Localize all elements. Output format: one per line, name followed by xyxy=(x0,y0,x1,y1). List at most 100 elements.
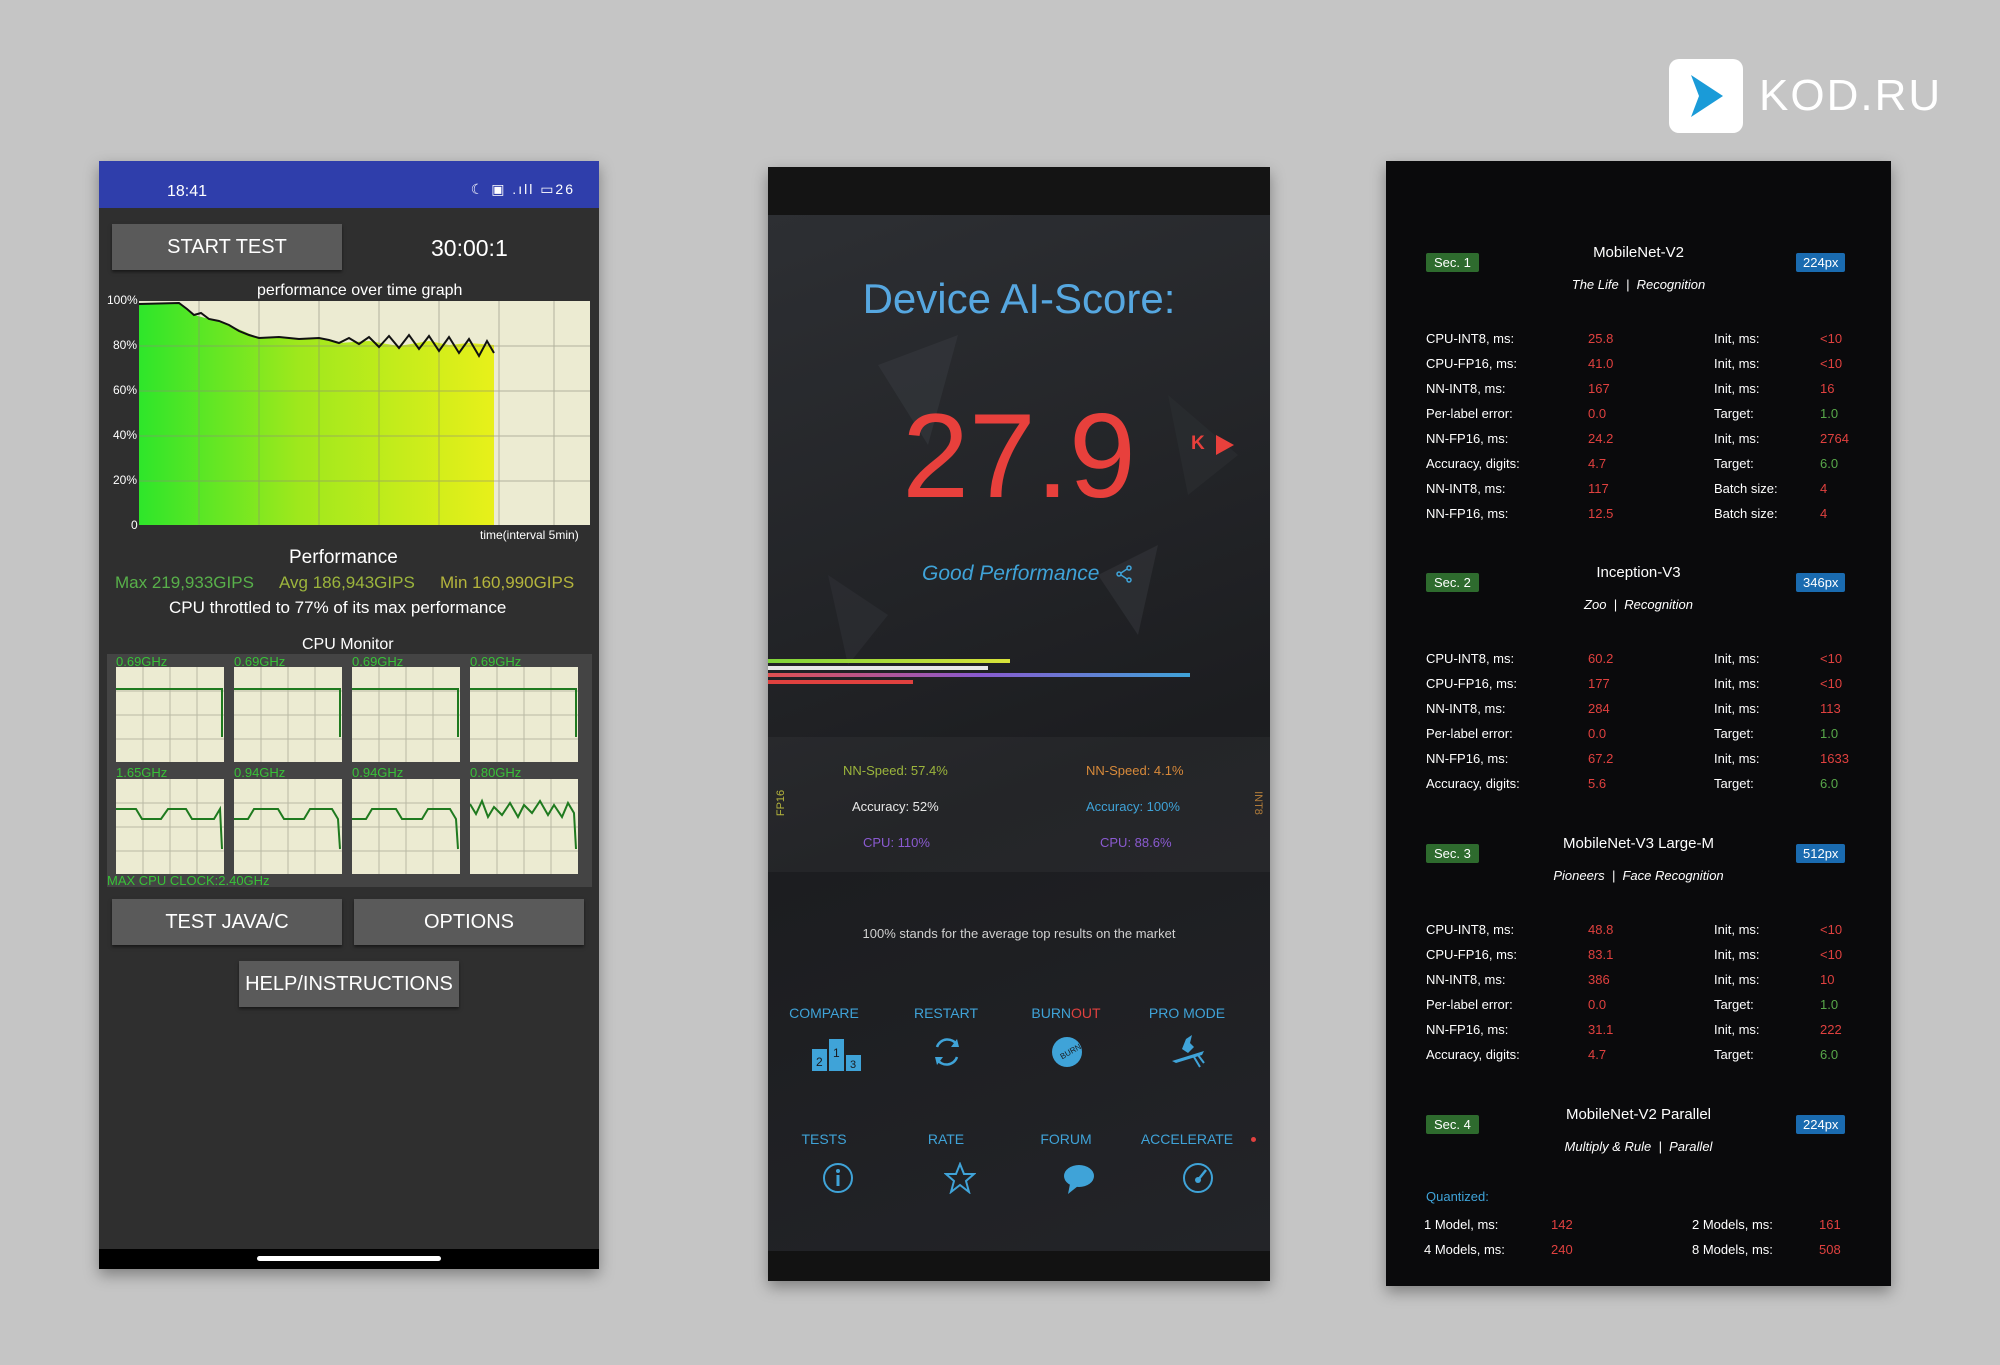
test-java-button[interactable]: TEST JAVA/C xyxy=(112,899,342,945)
chat-bubble-icon[interactable] xyxy=(1062,1162,1096,1196)
section-2-row-4-cell-3: Target: xyxy=(1714,726,1754,741)
section-2-subtitle: Zoo | Recognition xyxy=(1584,597,1693,612)
cpu-core-8-freq: 0.80GHz xyxy=(470,765,522,780)
section-1-row-6-cell-3: Target: xyxy=(1714,456,1754,471)
avg-gips: Avg 186,943GIPS xyxy=(279,573,415,592)
min-gips: Min 160,990GIPS xyxy=(440,573,575,592)
score-bars xyxy=(768,659,1190,684)
speedometer-icon[interactable] xyxy=(1182,1162,1214,1194)
max-gips: Max 219,933GIPS xyxy=(115,573,254,592)
play-arrow-icon[interactable] xyxy=(1216,435,1234,455)
section-3-row-2-cell-3: Init, ms: xyxy=(1714,947,1760,962)
options-button[interactable]: OPTIONS xyxy=(354,899,584,945)
restart-icon[interactable] xyxy=(930,1035,964,1069)
quant-1-model-label: 1 Model, ms: xyxy=(1424,1217,1499,1232)
start-test-button[interactable]: START TEST xyxy=(112,224,342,270)
forum-button[interactable]: FORUM xyxy=(1040,1131,1092,1147)
cpu-core-5-chart xyxy=(116,779,224,874)
section-3-row-5-cell-1: NN-FP16, ms: xyxy=(1426,1022,1509,1037)
home-indicator[interactable] xyxy=(257,1256,441,1261)
section-2-row-5-cell-4: 1633 xyxy=(1820,751,1849,766)
section-3-subtitle: Pioneers | Face Recognition xyxy=(1553,868,1724,883)
star-icon[interactable] xyxy=(944,1162,976,1194)
performance-graph xyxy=(138,301,590,525)
fp16-nn-speed: NN-Speed: 57.4% xyxy=(843,763,948,778)
section-1-row-8-cell-4: 4 xyxy=(1820,506,1828,521)
section-4-resolution: 224px xyxy=(1796,1115,1846,1134)
pro-mode-button[interactable]: PRO MODE xyxy=(1148,1005,1226,1021)
section-3-row-3-cell-4: 10 xyxy=(1820,972,1835,987)
section-2-row-6-cell-2: 5.6 xyxy=(1588,776,1607,791)
cpu-core-7-freq: 0.94GHz xyxy=(352,765,404,780)
help-instructions-button[interactable]: HELP/INSTRUCTIONS xyxy=(239,961,459,1007)
cpu-core-8-chart xyxy=(469,779,578,874)
section-3-title: MobileNet-V3 Large-M xyxy=(1563,835,1714,852)
section-2-row-1-cell-4: <10 xyxy=(1820,651,1843,666)
section-3-row-3-cell-3: Init, ms: xyxy=(1714,972,1760,987)
witch-icon[interactable] xyxy=(1168,1033,1208,1069)
good-performance-text: Good Performance xyxy=(922,562,1100,585)
fp16-cpu: CPU: 110% xyxy=(863,835,930,850)
ai-benchmark-screen: Device AI-Score: 27.9 K Good Performance… xyxy=(768,167,1270,1281)
int8-nn-speed: NN-Speed: 4.1% xyxy=(1086,763,1184,778)
section-2-row-4-cell-4: 1.0 xyxy=(1820,726,1839,741)
section-1-badge: Sec. 1 xyxy=(1426,253,1479,272)
quantized-label: Quantized: xyxy=(1426,1189,1489,1204)
background xyxy=(768,215,1270,1251)
quant-4-models-label: 4 Models, ms: xyxy=(1424,1242,1505,1257)
burn-icon[interactable]: BURN xyxy=(1050,1035,1084,1069)
section-3-row-6-cell-2: 4.7 xyxy=(1588,1047,1607,1062)
quant-2-models-label: 2 Models, ms: xyxy=(1692,1217,1773,1232)
top-bar xyxy=(768,167,1270,215)
test-timer: 30:00:1 xyxy=(431,235,508,261)
y-tick-0: 0 xyxy=(131,518,138,532)
tests-button[interactable]: TESTS xyxy=(801,1131,847,1147)
info-icon[interactable] xyxy=(822,1162,854,1194)
section-3-badge: Sec. 3 xyxy=(1426,844,1479,863)
section-3-row-5-cell-2: 31.1 xyxy=(1588,1022,1614,1037)
section-1-subtitle: The Life | Recognition xyxy=(1571,277,1706,292)
section-2-row-5-cell-1: NN-FP16, ms: xyxy=(1426,751,1509,766)
throttled-text: CPU throttled to 77% of its max performa… xyxy=(169,598,507,617)
section-1-row-4-cell-1: Per-label error: xyxy=(1426,406,1513,421)
y-tick-60: 60% xyxy=(113,383,138,397)
section-2-sub-b: Recognition xyxy=(1624,597,1693,612)
int8-accuracy: Accuracy: 100% xyxy=(1086,799,1180,814)
quant-4-models-value: 240 xyxy=(1551,1242,1573,1257)
stats-panel xyxy=(768,737,1270,872)
accelerate-button[interactable]: ACCELERATE xyxy=(1140,1131,1234,1147)
section-2-row-6-cell-1: Accuracy, digits: xyxy=(1426,776,1520,791)
share-icon[interactable] xyxy=(1115,565,1133,583)
section-4-badge: Sec. 4 xyxy=(1426,1115,1479,1134)
podium-icon[interactable]: 213 xyxy=(812,1037,862,1071)
section-1-title: MobileNet-V2 xyxy=(1593,244,1684,261)
burnout-button[interactable]: BURNOUT xyxy=(1011,1005,1121,1021)
section-3-row-1-cell-2: 48.8 xyxy=(1588,922,1614,937)
section-1-row-3-cell-4: 16 xyxy=(1820,381,1835,396)
section-2-row-1-cell-2: 60.2 xyxy=(1588,651,1614,666)
section-2-row-6-cell-3: Target: xyxy=(1714,776,1754,791)
y-tick-20: 20% xyxy=(113,473,138,487)
section-1-row-5-cell-1: NN-FP16, ms: xyxy=(1426,431,1509,446)
compare-button[interactable]: COMPARE xyxy=(789,1005,859,1021)
performance-graph-svg xyxy=(138,301,590,525)
cpu-core-2-freq: 0.69GHz xyxy=(234,654,286,669)
section-2-row-2-cell-3: Init, ms: xyxy=(1714,676,1760,691)
rate-button[interactable]: RATE xyxy=(927,1131,965,1147)
section-1-row-1-cell-4: <10 xyxy=(1820,331,1843,346)
section-4-sub-a: Multiply & Rule xyxy=(1564,1139,1652,1154)
section-1-row-5-cell-4: 2764 xyxy=(1820,431,1849,446)
section-1-row-6-cell-2: 4.7 xyxy=(1588,456,1607,471)
section-1-row-2-cell-4: <10 xyxy=(1820,356,1843,371)
section-3-row-3-cell-2: 386 xyxy=(1588,972,1610,987)
cpu-core-6-freq: 0.94GHz xyxy=(234,765,286,780)
section-2-row-2-cell-2: 177 xyxy=(1588,676,1610,691)
section-2-row-3-cell-2: 284 xyxy=(1588,701,1610,716)
section-1-row-7-cell-1: NN-INT8, ms: xyxy=(1426,481,1506,496)
fp16-accuracy: Accuracy: 52% xyxy=(852,799,939,814)
section-2-row-3-cell-3: Init, ms: xyxy=(1714,701,1760,716)
svg-text:2: 2 xyxy=(816,1055,823,1069)
quant-1-model-value: 142 xyxy=(1551,1217,1573,1232)
polygon-decoration xyxy=(828,335,1238,665)
restart-button[interactable]: RESTART xyxy=(913,1005,979,1021)
